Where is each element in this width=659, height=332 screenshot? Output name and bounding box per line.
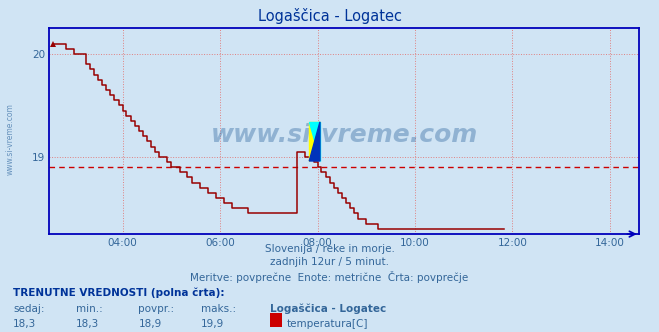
- Text: 18,3: 18,3: [13, 319, 36, 329]
- Text: 18,3: 18,3: [76, 319, 99, 329]
- Text: Logaščica - Logatec: Logaščica - Logatec: [270, 304, 386, 314]
- Text: maks.:: maks.:: [201, 304, 236, 314]
- Text: sedaj:: sedaj:: [13, 304, 45, 314]
- Polygon shape: [309, 122, 320, 161]
- Text: 19,9: 19,9: [201, 319, 224, 329]
- Text: povpr.:: povpr.:: [138, 304, 175, 314]
- Text: Slovenija / reke in morje.: Slovenija / reke in morje.: [264, 244, 395, 254]
- Text: TRENUTNE VREDNOSTI (polna črta):: TRENUTNE VREDNOSTI (polna črta):: [13, 287, 225, 298]
- Text: temperatura[C]: temperatura[C]: [287, 319, 368, 329]
- Text: www.si-vreme.com: www.si-vreme.com: [211, 123, 478, 147]
- Text: www.si-vreme.com: www.si-vreme.com: [5, 104, 14, 175]
- Polygon shape: [309, 122, 320, 161]
- Text: min.:: min.:: [76, 304, 103, 314]
- Text: 18,9: 18,9: [138, 319, 161, 329]
- Text: zadnjih 12ur / 5 minut.: zadnjih 12ur / 5 minut.: [270, 257, 389, 267]
- Polygon shape: [309, 122, 320, 161]
- Text: Meritve: povprečne  Enote: metrične  Črta: povprečje: Meritve: povprečne Enote: metrične Črta:…: [190, 271, 469, 283]
- Text: Logaščica - Logatec: Logaščica - Logatec: [258, 8, 401, 24]
